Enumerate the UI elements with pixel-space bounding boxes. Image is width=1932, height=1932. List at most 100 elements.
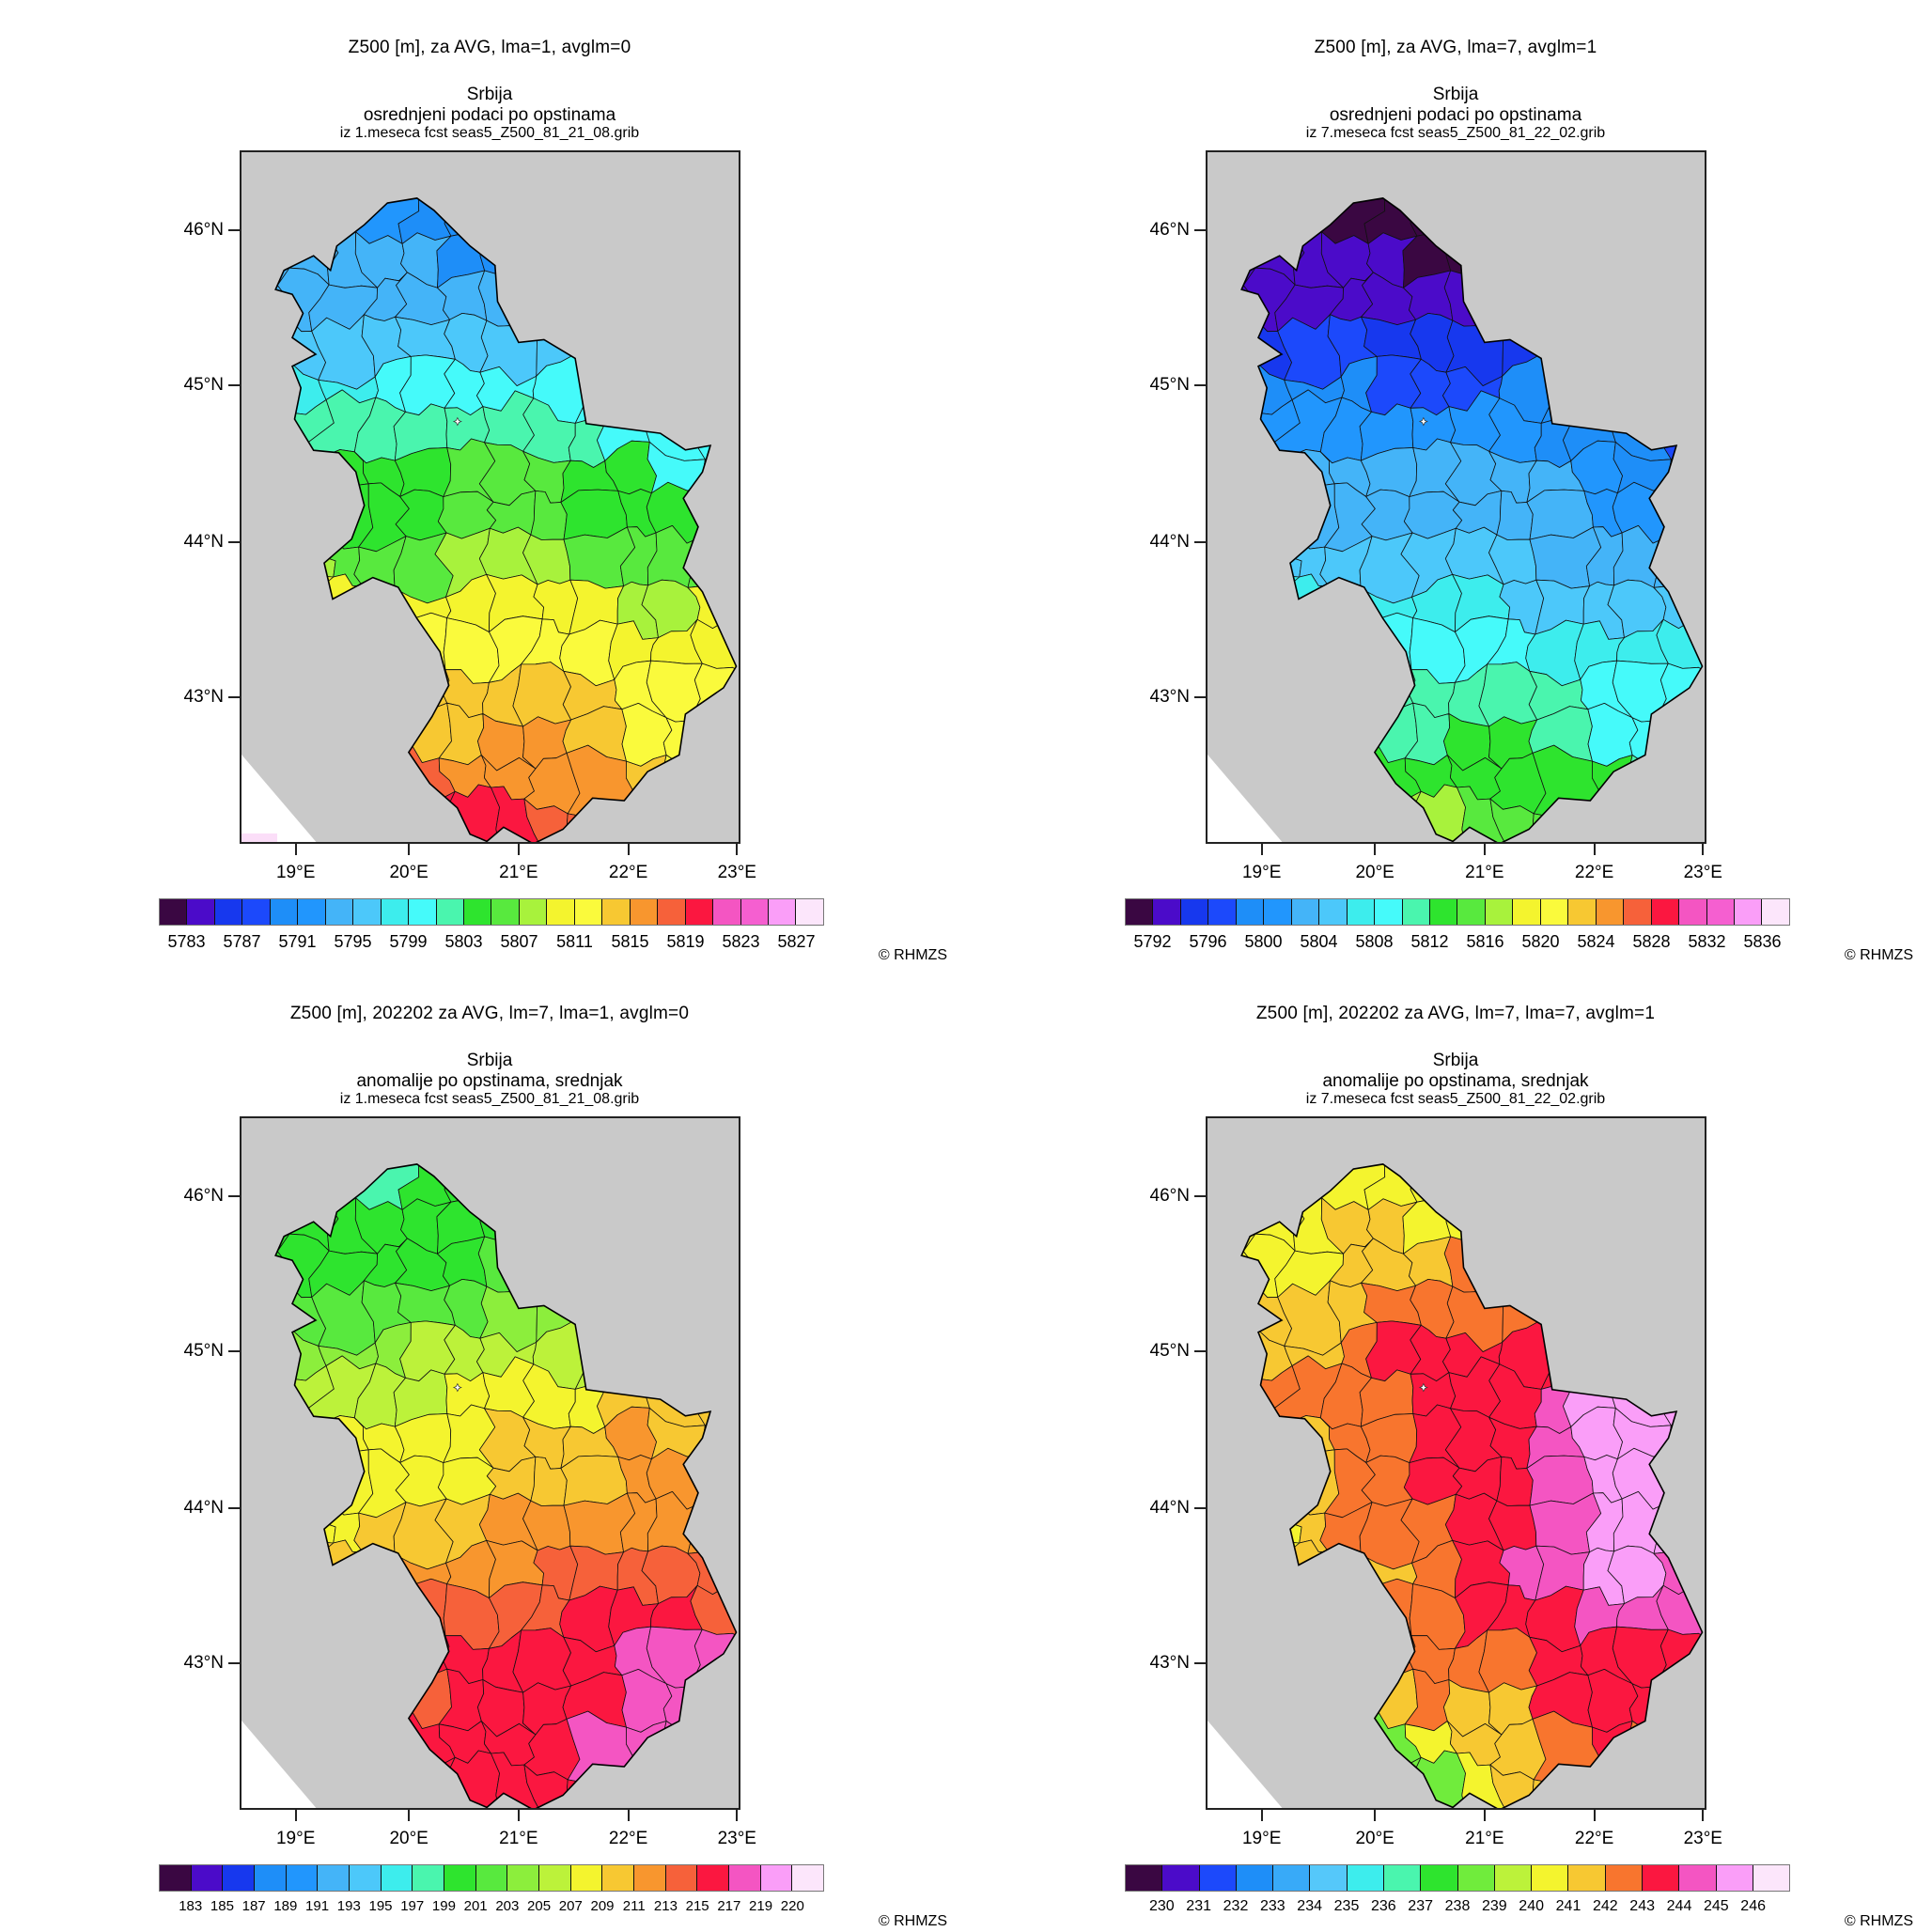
colorbar-segment bbox=[601, 1865, 634, 1891]
colorbar-segment bbox=[1678, 1865, 1716, 1891]
lat-tick-label: 46°N bbox=[1149, 219, 1190, 240]
copyright-label: © RHMZS bbox=[1844, 947, 1913, 963]
colorbar-segment bbox=[254, 1865, 286, 1891]
colorbar-tick-label: 243 bbox=[1629, 1898, 1656, 1914]
colorbar-tick-label: 233 bbox=[1259, 1898, 1285, 1914]
serbia-choropleth-map bbox=[240, 150, 740, 844]
country-border bbox=[274, 197, 738, 844]
colorbar-tick-label: 5812 bbox=[1410, 932, 1449, 951]
colorbar-segment bbox=[475, 1865, 507, 1891]
panel-region-label: Srbija bbox=[1432, 85, 1479, 104]
colorbar-tick-label: 236 bbox=[1370, 1898, 1396, 1914]
colorbar-tick-label: 234 bbox=[1297, 1898, 1323, 1914]
colorbar-segment bbox=[462, 899, 491, 925]
lat-tick-label: 44°N bbox=[183, 531, 224, 552]
lon-tick bbox=[1593, 1810, 1596, 1821]
colorbar-tick-label: 5799 bbox=[389, 932, 428, 951]
colorbar-tick-label: 220 bbox=[780, 1898, 804, 1914]
municipality-cell bbox=[395, 1455, 447, 1507]
lat-tick bbox=[228, 1506, 240, 1509]
lat-tick bbox=[228, 228, 240, 231]
lat-tick-label: 46°N bbox=[1149, 1185, 1190, 1206]
colorbar-segment bbox=[506, 1865, 539, 1891]
lat-tick bbox=[1194, 1350, 1206, 1353]
copyright-label: © RHMZS bbox=[878, 947, 947, 963]
colorbar-segment bbox=[1198, 1865, 1236, 1891]
panel-description: anomalije po opstinama, srednjak bbox=[356, 1071, 623, 1091]
colorbar-tick-label: 203 bbox=[495, 1898, 520, 1914]
panel-title: Z500 [m], za AVG, lma=1, avglm=0 bbox=[348, 38, 631, 57]
colorbar-segment bbox=[1235, 899, 1264, 925]
colorbar-segment bbox=[728, 1865, 760, 1891]
serbia-choropleth-map bbox=[240, 1116, 740, 1810]
colorbar-segment bbox=[1263, 899, 1291, 925]
panel-source-file: iz 1.meseca fcst seas5_Z500_81_21_08.gri… bbox=[339, 1091, 640, 1107]
colorbar-tick-label: 189 bbox=[273, 1898, 298, 1914]
colorbar-segment bbox=[1126, 1865, 1162, 1891]
colorbar-tick-label: 211 bbox=[622, 1898, 646, 1914]
colorbar-segment bbox=[518, 899, 547, 925]
colorbar-segment bbox=[1420, 1865, 1457, 1891]
colorbar-segment bbox=[1161, 1865, 1199, 1891]
lat-tick-label: 43°N bbox=[183, 1652, 224, 1673]
colorbar-segment bbox=[1346, 1865, 1383, 1891]
colorbar-tick-label: 5824 bbox=[1577, 932, 1615, 951]
map-frame bbox=[240, 1116, 740, 1810]
colorbar-segment bbox=[1309, 1865, 1347, 1891]
lon-tick-label: 21°E bbox=[1465, 863, 1504, 882]
sea-wedge bbox=[240, 1718, 319, 1810]
colorbar-segment bbox=[190, 1865, 223, 1891]
lon-tick-label: 19°E bbox=[1241, 1829, 1282, 1848]
colorbar-segment bbox=[1152, 899, 1180, 925]
lon-tick-label: 22°E bbox=[608, 1829, 648, 1848]
lat-tick-label: 43°N bbox=[1149, 686, 1190, 707]
colorbar-segment bbox=[1595, 899, 1624, 925]
lat-tick bbox=[1194, 1661, 1206, 1664]
colorbar-tick-label: 246 bbox=[1740, 1898, 1767, 1914]
panel-source-file: iz 1.meseca fcst seas5_Z500_81_21_08.gri… bbox=[339, 125, 640, 141]
municipality-cell bbox=[1361, 1455, 1413, 1507]
serbia-choropleth-map bbox=[1206, 150, 1706, 844]
lon-tick bbox=[1702, 844, 1705, 855]
lat-tick bbox=[1194, 228, 1206, 231]
colorbar-tick-label: 5836 bbox=[1743, 932, 1782, 951]
colorbar-segment bbox=[324, 899, 353, 925]
country-border bbox=[1240, 197, 1704, 844]
lon-tick-label: 19°E bbox=[275, 1829, 316, 1848]
municipality-cell bbox=[1478, 662, 1538, 727]
lat-tick-label: 45°N bbox=[1149, 1341, 1190, 1362]
colorbar-tick-label: 239 bbox=[1481, 1898, 1507, 1914]
colorbar-tick-label: 219 bbox=[749, 1898, 773, 1914]
capital-city-marker bbox=[452, 416, 462, 427]
lat-tick-label: 45°N bbox=[183, 1341, 224, 1362]
lat-tick-label: 43°N bbox=[183, 686, 224, 707]
colorbar-segment bbox=[629, 899, 658, 925]
colorbar bbox=[159, 898, 824, 926]
colorbar-segment bbox=[1208, 899, 1236, 925]
municipality-cell bbox=[1526, 1455, 1594, 1506]
colorbar-tick-label: 183 bbox=[179, 1898, 203, 1914]
municipality-cell bbox=[1526, 489, 1594, 540]
colorbar-segment bbox=[285, 1865, 318, 1891]
municipality-cell bbox=[512, 662, 572, 727]
capital-city-marker bbox=[1418, 1382, 1428, 1393]
panel-source-file: iz 7.meseca fcst seas5_Z500_81_22_02.gri… bbox=[1305, 125, 1606, 141]
lon-tick bbox=[1593, 844, 1596, 855]
colorbar-segment bbox=[408, 899, 436, 925]
panel-region-label: Srbija bbox=[466, 1051, 513, 1070]
panel-source-file: iz 7.meseca fcst seas5_Z500_81_22_02.gri… bbox=[1305, 1091, 1606, 1107]
colorbar-segment bbox=[664, 1865, 697, 1891]
colorbar bbox=[1125, 898, 1790, 926]
colorbar-tick-label: 5800 bbox=[1244, 932, 1283, 951]
colorbar bbox=[1125, 1864, 1790, 1892]
lon-tick-label: 20°E bbox=[389, 863, 428, 882]
colorbar-tick-label: 5804 bbox=[1300, 932, 1338, 951]
colorbar-segment bbox=[242, 899, 270, 925]
lat-tick-label: 44°N bbox=[183, 1497, 224, 1518]
lat-tick bbox=[1194, 1194, 1206, 1197]
colorbar-segment bbox=[1604, 1865, 1642, 1891]
colorbar-tick-label: 5791 bbox=[278, 932, 317, 951]
colorbar-segment bbox=[1374, 899, 1402, 925]
colorbar-segment bbox=[546, 899, 574, 925]
map-panel-bottom-right: Z500 [m], 202202 za AVG, lm=7, lma=7, av… bbox=[966, 966, 1932, 1932]
